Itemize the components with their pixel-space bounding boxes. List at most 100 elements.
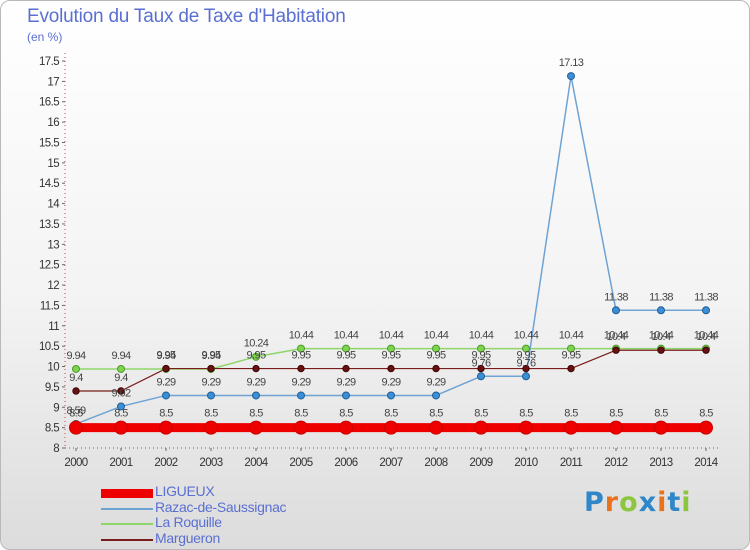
data-point	[387, 344, 395, 353]
y-tick-label: 10.5	[39, 341, 59, 353]
data-point	[519, 420, 533, 435]
data-point	[567, 364, 575, 373]
data-label: 9.95	[516, 350, 535, 362]
x-tick-label: 2011	[560, 457, 583, 469]
data-label: 9.95	[381, 350, 400, 362]
data-label: 9.95	[426, 350, 445, 362]
data-label: 10.44	[694, 330, 719, 342]
data-label: 10.4	[696, 331, 715, 343]
data-point	[117, 387, 125, 395]
data-label: 8.5	[429, 408, 443, 420]
legend-item: Margueron	[101, 529, 421, 546]
data-point	[432, 364, 440, 373]
x-tick-label: 2001	[109, 457, 132, 469]
data-point	[117, 402, 125, 411]
y-tick-label: 12.5	[39, 260, 59, 272]
data-point	[252, 352, 260, 361]
chart-title: Evolution du Taux de Taxe d'Habitation	[27, 6, 346, 27]
x-tick-label: 2006	[334, 457, 357, 469]
data-label: 8.59	[66, 405, 85, 417]
data-label: 10.24	[244, 338, 269, 350]
data-label: 10.44	[514, 330, 539, 342]
legend-swatch	[101, 507, 153, 510]
data-label: 9.95	[291, 350, 310, 362]
data-point	[117, 364, 125, 373]
data-label: 11.38	[604, 291, 628, 303]
chart-subtitle: (en %)	[27, 30, 63, 44]
data-point	[609, 420, 623, 435]
data-label: 9.95	[246, 350, 265, 362]
data-label: 9.29	[291, 376, 310, 388]
data-point	[159, 420, 173, 435]
data-point	[72, 387, 80, 395]
data-point	[522, 364, 530, 373]
x-tick-label: 2003	[199, 457, 222, 469]
legend-label: La Roquille	[155, 514, 222, 530]
y-tick-label: 11	[48, 321, 59, 333]
data-label: 9.94	[111, 350, 130, 362]
legend-item: La Roquille	[101, 514, 421, 530]
data-label: 10.44	[379, 330, 404, 342]
data-label: 8.5	[204, 408, 218, 420]
data-label: 9.94	[66, 350, 85, 362]
data-point	[477, 344, 485, 353]
data-label: 8.5	[519, 408, 533, 420]
data-label: 8.5	[384, 408, 398, 420]
legend-label: Razac-de-Saussignac	[155, 498, 287, 515]
y-tick-label: 8.5	[45, 423, 59, 435]
y-tick-label: 16	[47, 117, 59, 129]
data-point	[657, 346, 665, 354]
data-label: 10.44	[559, 330, 584, 342]
data-point	[522, 372, 530, 381]
data-point	[387, 364, 395, 373]
legend-label: Margueron	[155, 529, 221, 546]
data-labels: 8.5 8.5 8.5 8.5 8.5 8.5 8.5 8.5 8.5 8.5 8.5 8.5 8.5 8…	[66, 57, 719, 420]
data-label: 10.44	[649, 330, 674, 342]
data-point	[702, 306, 710, 315]
data-point	[432, 344, 440, 353]
data-label: 8.5	[474, 408, 488, 420]
legend-label: LIGUEUX	[155, 483, 215, 499]
data-label: 9.4	[69, 372, 83, 384]
data-point	[612, 306, 620, 315]
data-point	[429, 420, 443, 435]
data-point	[252, 364, 260, 373]
series-points	[69, 72, 713, 435]
y-tick-label: 10	[47, 362, 59, 374]
y-tick-label: 8	[53, 443, 59, 455]
data-point	[477, 364, 485, 373]
data-point	[387, 391, 395, 400]
data-point	[342, 364, 350, 373]
legend-swatch	[101, 538, 153, 541]
data-point	[474, 420, 488, 435]
x-tick-label: 2012	[604, 457, 627, 469]
data-label: 9.4	[114, 372, 128, 384]
data-label: 9.29	[246, 376, 265, 388]
data-label: 8.5	[654, 408, 668, 420]
x-tick-label: 2004	[244, 457, 268, 469]
data-label: 8.5	[339, 408, 353, 420]
data-label: 9.29	[426, 376, 445, 388]
data-label: 9.94	[201, 350, 220, 362]
chart-axes: 88.599.51010.51111.51212.51313.51414.515…	[39, 53, 721, 469]
data-point	[612, 346, 620, 354]
data-label: 9.95	[336, 350, 355, 362]
data-label: 9.94	[156, 350, 175, 362]
legend-swatch	[101, 523, 153, 525]
x-tick-label: 2009	[469, 457, 492, 469]
data-point	[654, 420, 668, 435]
data-label: 8.5	[699, 408, 713, 420]
data-point	[384, 420, 398, 435]
data-label: 9.95	[156, 350, 175, 362]
x-tick-label: 2005	[289, 457, 312, 469]
x-tick-label: 2002	[154, 457, 177, 469]
data-point	[657, 306, 665, 315]
data-point	[249, 420, 263, 435]
data-label: 9.29	[156, 376, 175, 388]
y-tick-label: 9	[53, 402, 59, 414]
data-point	[162, 391, 170, 400]
y-tick-label: 14.5	[39, 178, 59, 190]
data-label: 10.44	[424, 330, 449, 342]
data-point	[252, 391, 260, 400]
y-tick-label: 12	[47, 280, 59, 292]
